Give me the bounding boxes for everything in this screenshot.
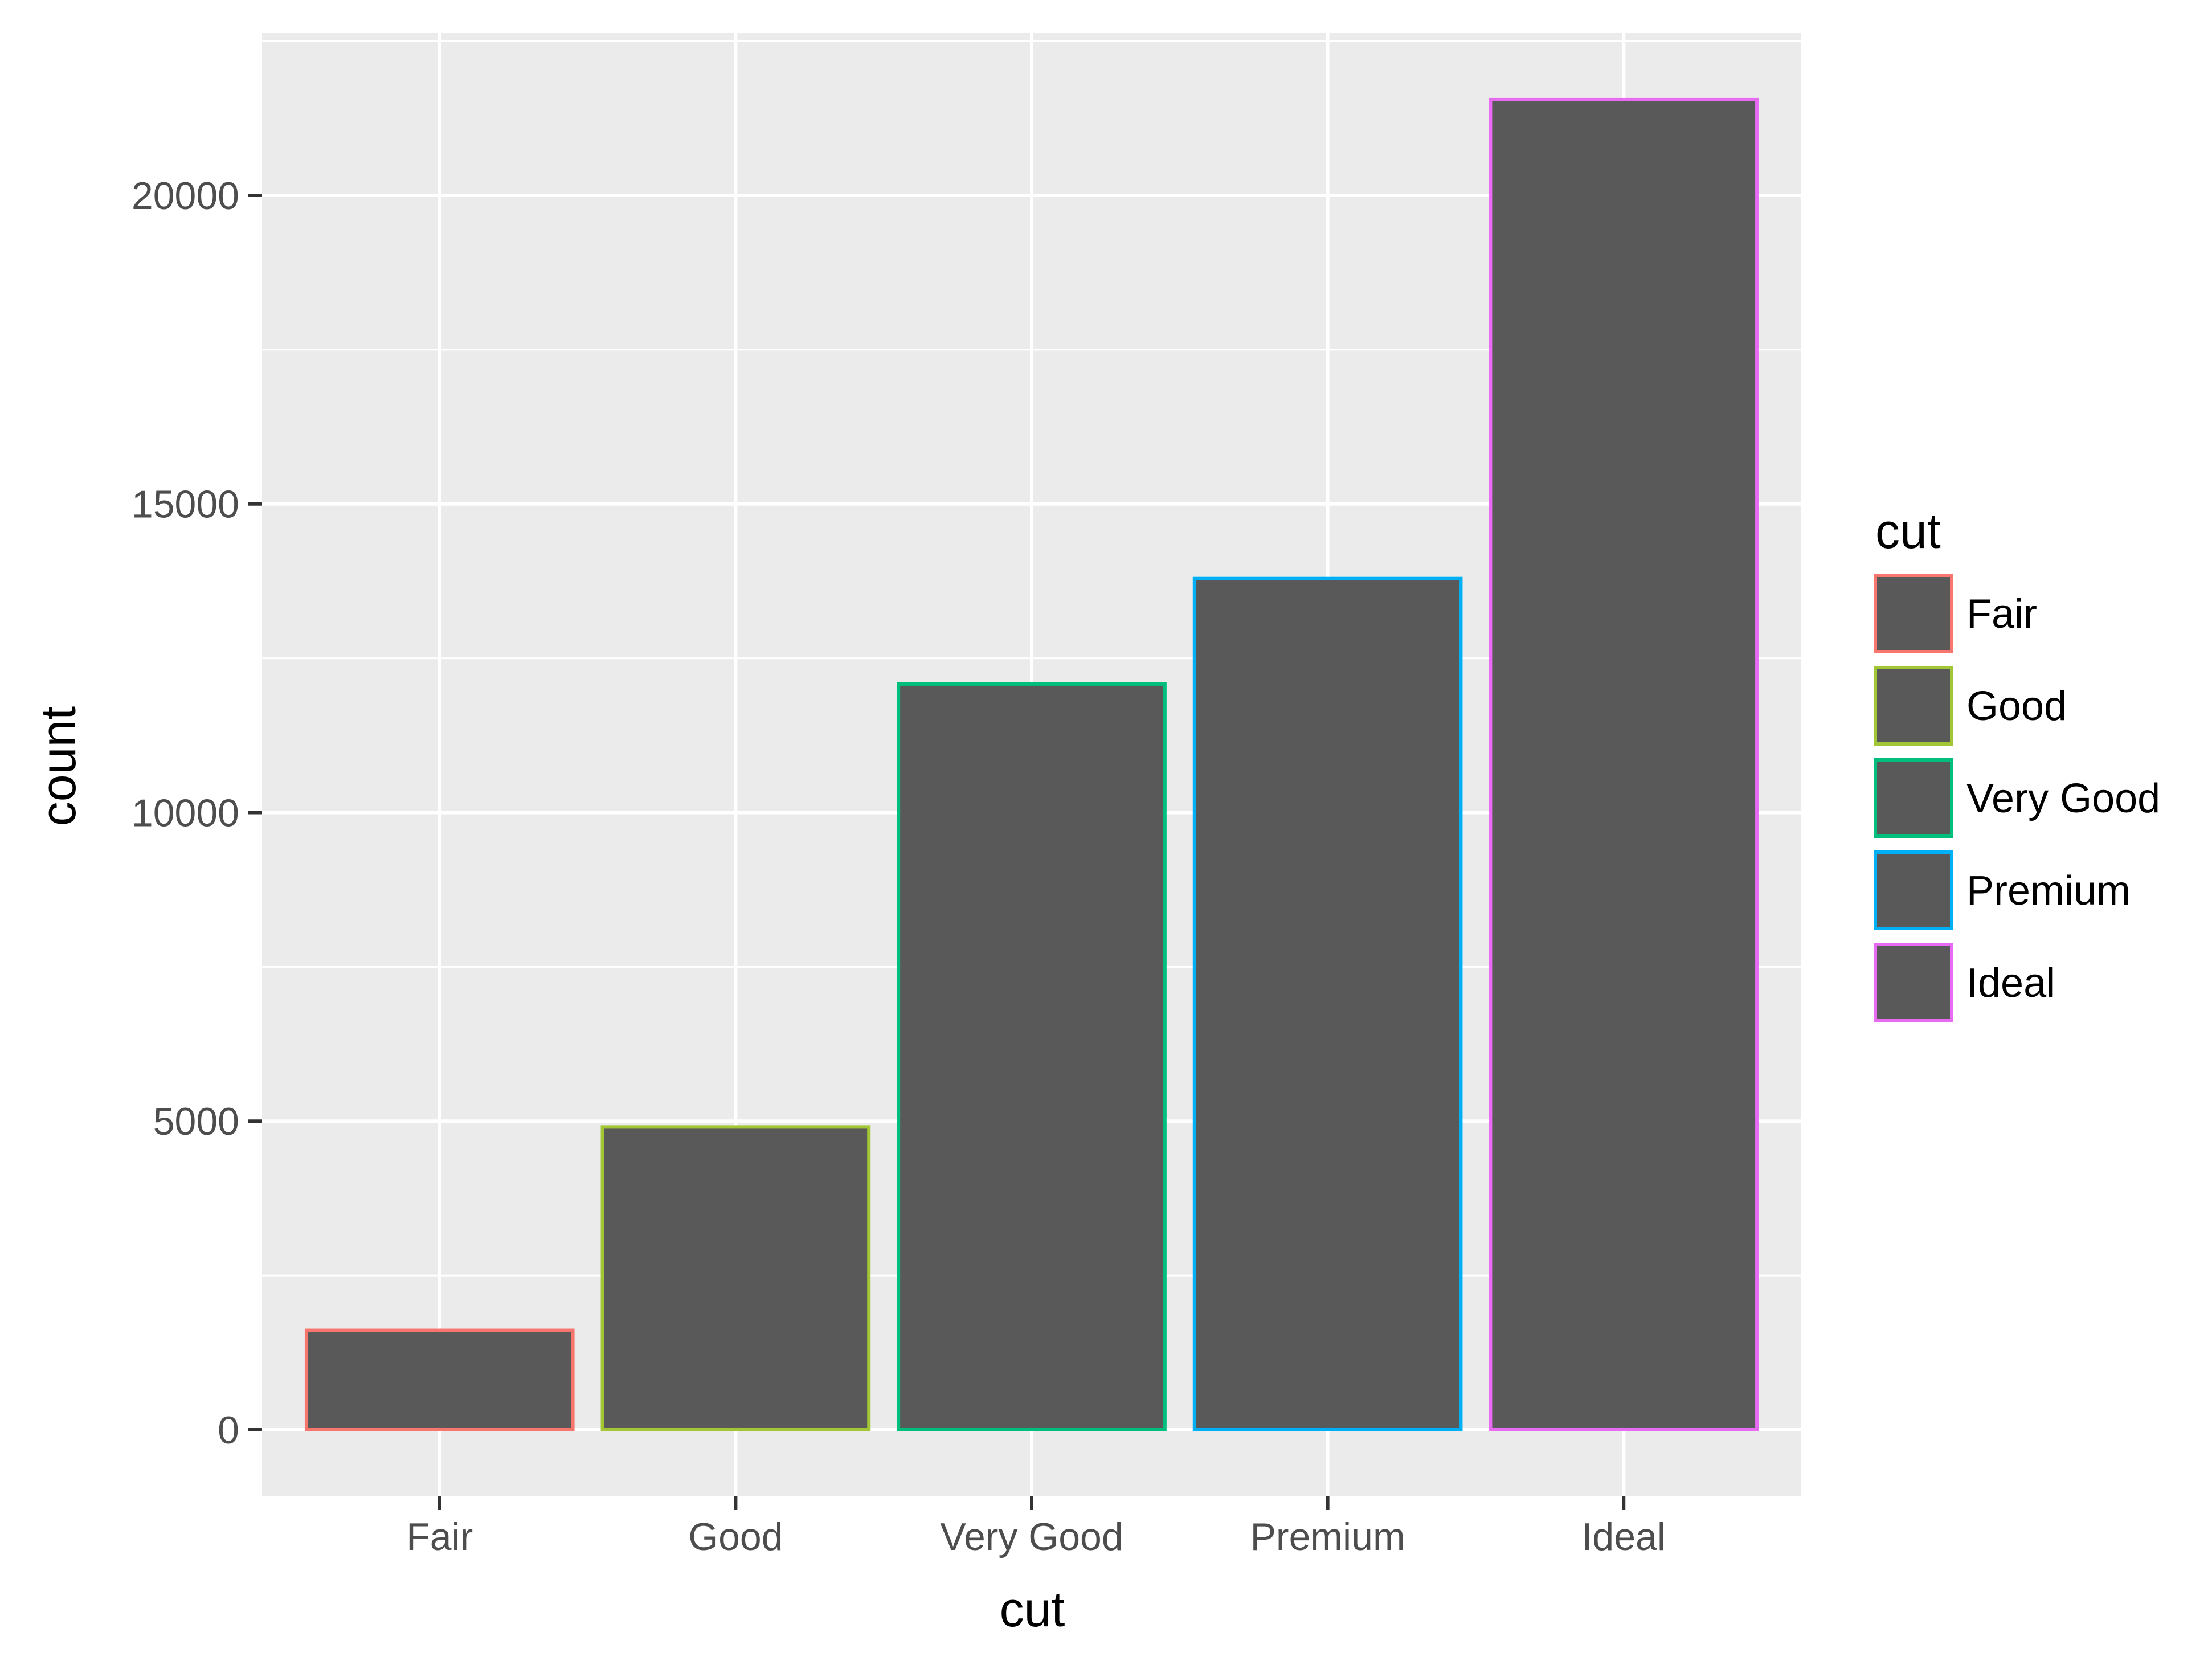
y-axis-title: count <box>31 706 86 826</box>
y-axis: 0 5000 10000 15000 20000 <box>132 174 262 1452</box>
y-tick-label: 0 <box>218 1409 239 1452</box>
bar-ideal <box>1489 97 1759 1431</box>
y-tick-label: 10000 <box>132 791 239 834</box>
bar-fair <box>304 1328 575 1431</box>
bars <box>304 97 1759 1431</box>
x-tick-label: Ideal <box>1581 1515 1665 1558</box>
bar-very-good <box>897 682 1167 1431</box>
bar-good <box>600 1125 871 1431</box>
legend-label: Very Good <box>1966 776 2160 821</box>
x-tick-label: Good <box>688 1515 783 1558</box>
x-tick-label: Premium <box>1250 1515 1405 1558</box>
legend-key <box>1874 666 1953 746</box>
legend: cut Fair Good Very Good Premium Ideal <box>1874 504 2160 1022</box>
x-tick-label: Fair <box>406 1515 473 1558</box>
legend-label: Fair <box>1966 591 2037 637</box>
y-tick-label: 5000 <box>153 1100 239 1143</box>
legend-key <box>1874 943 1953 1022</box>
legend-key <box>1874 574 1953 653</box>
bar-premium <box>1192 576 1463 1431</box>
legend-label: Ideal <box>1966 960 2055 1006</box>
x-axis-title: cut <box>1000 1582 1065 1637</box>
legend-label: Good <box>1966 684 2067 729</box>
legend-title: cut <box>1875 504 1941 559</box>
legend-key <box>1874 758 1953 838</box>
y-tick-label: 20000 <box>132 174 239 218</box>
x-axis: Fair Good Very Good Premium Ideal <box>406 1496 1666 1558</box>
legend-key <box>1874 850 1953 930</box>
x-tick-label: Very Good <box>940 1515 1123 1558</box>
legend-label: Premium <box>1966 868 2131 914</box>
y-tick-label: 15000 <box>132 483 239 526</box>
